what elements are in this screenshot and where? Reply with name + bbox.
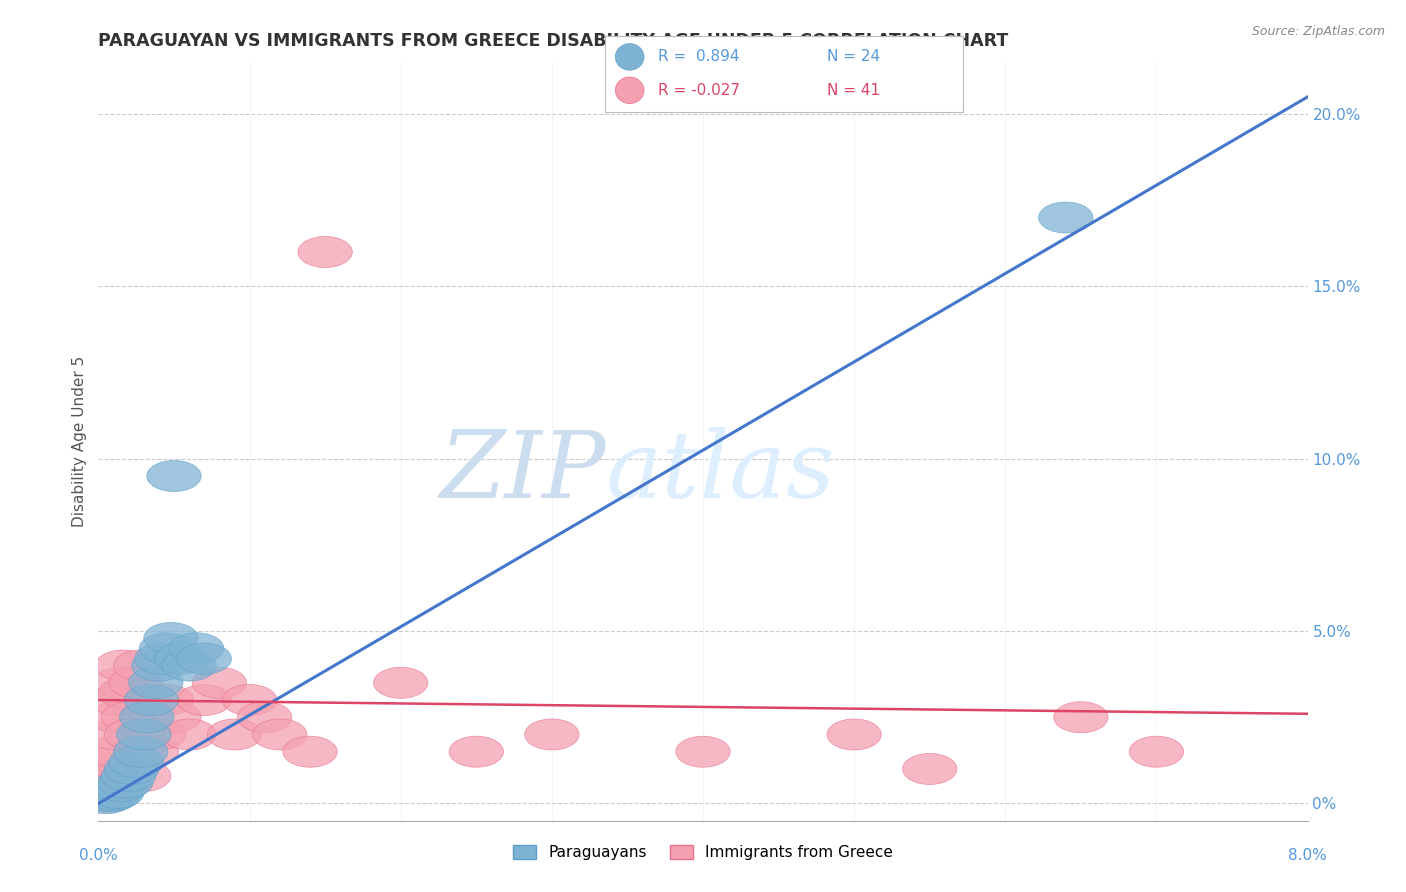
Ellipse shape: [117, 760, 172, 791]
Ellipse shape: [117, 719, 172, 750]
Ellipse shape: [96, 650, 150, 681]
Ellipse shape: [114, 650, 167, 681]
Ellipse shape: [87, 719, 142, 750]
Ellipse shape: [79, 783, 134, 814]
Ellipse shape: [903, 754, 957, 784]
Ellipse shape: [101, 702, 156, 732]
Ellipse shape: [676, 736, 730, 767]
Ellipse shape: [129, 667, 183, 698]
Ellipse shape: [135, 643, 190, 674]
Ellipse shape: [146, 702, 201, 732]
Ellipse shape: [616, 44, 644, 70]
Ellipse shape: [298, 236, 353, 268]
Ellipse shape: [1129, 736, 1184, 767]
Ellipse shape: [98, 767, 153, 798]
Ellipse shape: [90, 778, 143, 808]
Ellipse shape: [1053, 702, 1108, 732]
Ellipse shape: [238, 702, 292, 732]
Ellipse shape: [177, 643, 232, 674]
Ellipse shape: [124, 684, 179, 715]
Ellipse shape: [616, 77, 644, 103]
Ellipse shape: [132, 650, 186, 681]
Ellipse shape: [83, 781, 138, 812]
Ellipse shape: [143, 623, 198, 654]
Ellipse shape: [101, 760, 156, 791]
Ellipse shape: [374, 667, 427, 698]
Ellipse shape: [827, 719, 882, 750]
Text: Source: ZipAtlas.com: Source: ZipAtlas.com: [1251, 25, 1385, 38]
Ellipse shape: [162, 719, 217, 750]
Text: 0.0%: 0.0%: [79, 848, 118, 863]
Ellipse shape: [124, 736, 179, 767]
Ellipse shape: [114, 736, 167, 767]
Ellipse shape: [110, 747, 163, 778]
Text: ZIP: ZIP: [440, 427, 606, 516]
Ellipse shape: [75, 781, 129, 812]
Ellipse shape: [104, 754, 159, 784]
Text: N = 41: N = 41: [827, 83, 880, 98]
Ellipse shape: [79, 771, 134, 802]
Text: PARAGUAYAN VS IMMIGRANTS FROM GREECE DISABILITY AGE UNDER 5 CORRELATION CHART: PARAGUAYAN VS IMMIGRANTS FROM GREECE DIS…: [98, 32, 1008, 50]
Ellipse shape: [104, 719, 159, 750]
Ellipse shape: [86, 736, 141, 767]
Text: R = -0.027: R = -0.027: [658, 83, 741, 98]
Ellipse shape: [77, 774, 132, 805]
Y-axis label: Disability Age Under 5: Disability Age Under 5: [72, 356, 87, 527]
Ellipse shape: [80, 767, 135, 798]
Ellipse shape: [132, 719, 186, 750]
Ellipse shape: [110, 667, 163, 698]
Ellipse shape: [193, 667, 246, 698]
Ellipse shape: [120, 702, 174, 732]
Ellipse shape: [98, 678, 153, 708]
Ellipse shape: [524, 719, 579, 750]
Ellipse shape: [83, 754, 138, 784]
Ellipse shape: [155, 643, 208, 674]
Ellipse shape: [139, 684, 194, 715]
Ellipse shape: [253, 719, 307, 750]
Ellipse shape: [162, 650, 217, 681]
Ellipse shape: [207, 719, 262, 750]
Ellipse shape: [86, 780, 141, 810]
Ellipse shape: [139, 632, 194, 664]
Ellipse shape: [94, 771, 148, 802]
Ellipse shape: [94, 667, 148, 698]
Text: 8.0%: 8.0%: [1288, 848, 1327, 863]
Ellipse shape: [1039, 202, 1092, 233]
Ellipse shape: [177, 684, 232, 715]
Text: N = 24: N = 24: [827, 49, 880, 64]
Ellipse shape: [283, 736, 337, 767]
Ellipse shape: [90, 702, 143, 732]
Ellipse shape: [146, 460, 201, 491]
Ellipse shape: [170, 632, 224, 664]
Ellipse shape: [82, 760, 136, 791]
Ellipse shape: [222, 684, 277, 715]
Ellipse shape: [91, 684, 145, 715]
Legend: Paraguayans, Immigrants from Greece: Paraguayans, Immigrants from Greece: [508, 838, 898, 866]
Ellipse shape: [84, 747, 139, 778]
Ellipse shape: [449, 736, 503, 767]
Text: R =  0.894: R = 0.894: [658, 49, 740, 64]
Ellipse shape: [76, 778, 131, 808]
Text: atlas: atlas: [606, 427, 835, 516]
